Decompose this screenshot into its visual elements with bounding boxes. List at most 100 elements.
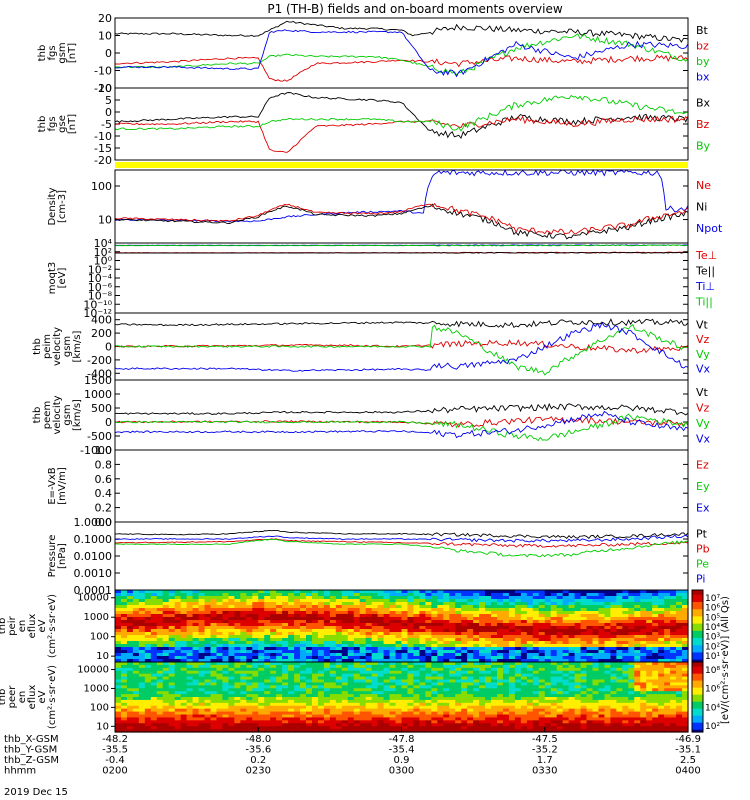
heatmap-cell [377, 667, 385, 672]
heatmap-cell [413, 620, 421, 624]
heatmap-cell [168, 629, 176, 633]
heatmap-cell [634, 605, 641, 609]
heatmap-cell [574, 673, 582, 678]
heatmap-cell [413, 629, 421, 633]
heatmap-cell [210, 699, 218, 704]
heatmap-cell [610, 626, 617, 630]
heatmap-cell [544, 720, 552, 724]
heatmap-cell [300, 635, 307, 639]
heatmap-cell [598, 602, 606, 606]
heatmap-cell [144, 705, 152, 710]
heatmap-cell [138, 720, 146, 724]
heatmap-cell [425, 641, 432, 645]
heatmap-cell [371, 608, 379, 612]
heatmap-cell [449, 632, 456, 636]
heatmap-cell [586, 605, 594, 609]
heatmap-cell [622, 670, 629, 675]
colorbar-segment [692, 692, 703, 696]
heatmap-cell [598, 593, 606, 597]
heatmap-cell [598, 632, 606, 636]
heatmap-cell [538, 650, 546, 654]
heatmap-cell [317, 670, 325, 675]
heatmap-cell [323, 708, 331, 713]
heatmap-cell [407, 644, 415, 648]
heatmap-cell [526, 705, 534, 710]
heatmap-cell [544, 599, 552, 603]
heatmap-cell [401, 679, 409, 684]
heatmap-cell [592, 688, 600, 692]
heatmap-cell [341, 635, 349, 639]
heatmap-cell [592, 590, 600, 594]
heatmap-cell [240, 729, 247, 733]
heatmap-cell [126, 632, 134, 636]
heatmap-cell [210, 667, 218, 672]
heatmap-cell [174, 608, 182, 612]
heatmap-cell [228, 629, 235, 633]
heatmap-cell [270, 682, 277, 686]
heatmap-cell [413, 676, 421, 681]
heatmap-cell [419, 708, 426, 713]
heatmap-cell [467, 723, 474, 727]
heatmap-cell [359, 726, 367, 730]
heatmap-cell [556, 720, 564, 724]
heatmap-cell [329, 659, 337, 663]
heatmap-cell [276, 599, 283, 603]
heatmap-cell [138, 617, 146, 621]
heatmap-cell [365, 626, 373, 630]
heatmap-cell [634, 644, 641, 648]
heatmap-cell [514, 641, 522, 645]
heatmap-cell [335, 593, 343, 597]
heatmap-cell [353, 641, 361, 645]
heatmap-cell [204, 697, 212, 701]
heatmap-cell [144, 611, 152, 615]
heatmap-cell [395, 664, 403, 669]
heatmap-cell [538, 679, 546, 684]
heatmap-cell [383, 714, 391, 719]
heatmap-cell [192, 723, 200, 727]
heatmap-cell [514, 717, 522, 721]
heatmap-cell [282, 644, 289, 648]
heatmap-cell [371, 596, 379, 600]
heatmap-cell [216, 644, 224, 648]
heatmap-cell [168, 614, 176, 618]
heatmap-cell [640, 659, 647, 663]
heatmap-cell [664, 608, 671, 612]
heatmap-cell [568, 673, 576, 678]
heatmap-cell [341, 705, 349, 710]
heatmap-cell [520, 705, 528, 710]
heatmap-cell [115, 599, 122, 603]
heatmap-cell [568, 638, 576, 642]
heatmap-cell [317, 620, 325, 624]
heatmap-cell [138, 611, 146, 615]
heatmap-cell [586, 694, 594, 698]
heatmap-cell [294, 667, 301, 672]
heatmap-cell [556, 694, 564, 698]
heatmap-cell [455, 650, 462, 654]
heatmap-cell [479, 605, 486, 609]
heatmap-cell [294, 659, 301, 663]
heatmap-cell [294, 638, 301, 642]
heatmap-cell [467, 617, 474, 621]
heatmap-cell [323, 714, 331, 719]
heatmap-cell [300, 653, 307, 657]
heatmap-cell [264, 599, 271, 603]
heatmap-cell [437, 717, 444, 721]
heatmap-cell [532, 590, 540, 594]
heatmap-cell [294, 602, 301, 606]
heatmap-cell [598, 623, 606, 627]
heatmap-cell [544, 662, 552, 666]
heatmap-cell [646, 679, 653, 684]
heatmap-cell [538, 699, 546, 704]
heatmap-cell [317, 617, 325, 621]
heatmap-cell [162, 662, 170, 666]
heatmap-cell [306, 688, 313, 692]
heatmap-cell [258, 691, 265, 695]
heatmap-cell [162, 626, 170, 630]
heatmap-cell [682, 729, 689, 733]
heatmap-cell [144, 688, 152, 692]
heatmap-cell [365, 632, 373, 636]
heatmap-cell [234, 599, 241, 603]
heatmap-cell [222, 688, 230, 692]
heatmap-cell [288, 644, 295, 648]
heatmap-cell [443, 659, 450, 663]
